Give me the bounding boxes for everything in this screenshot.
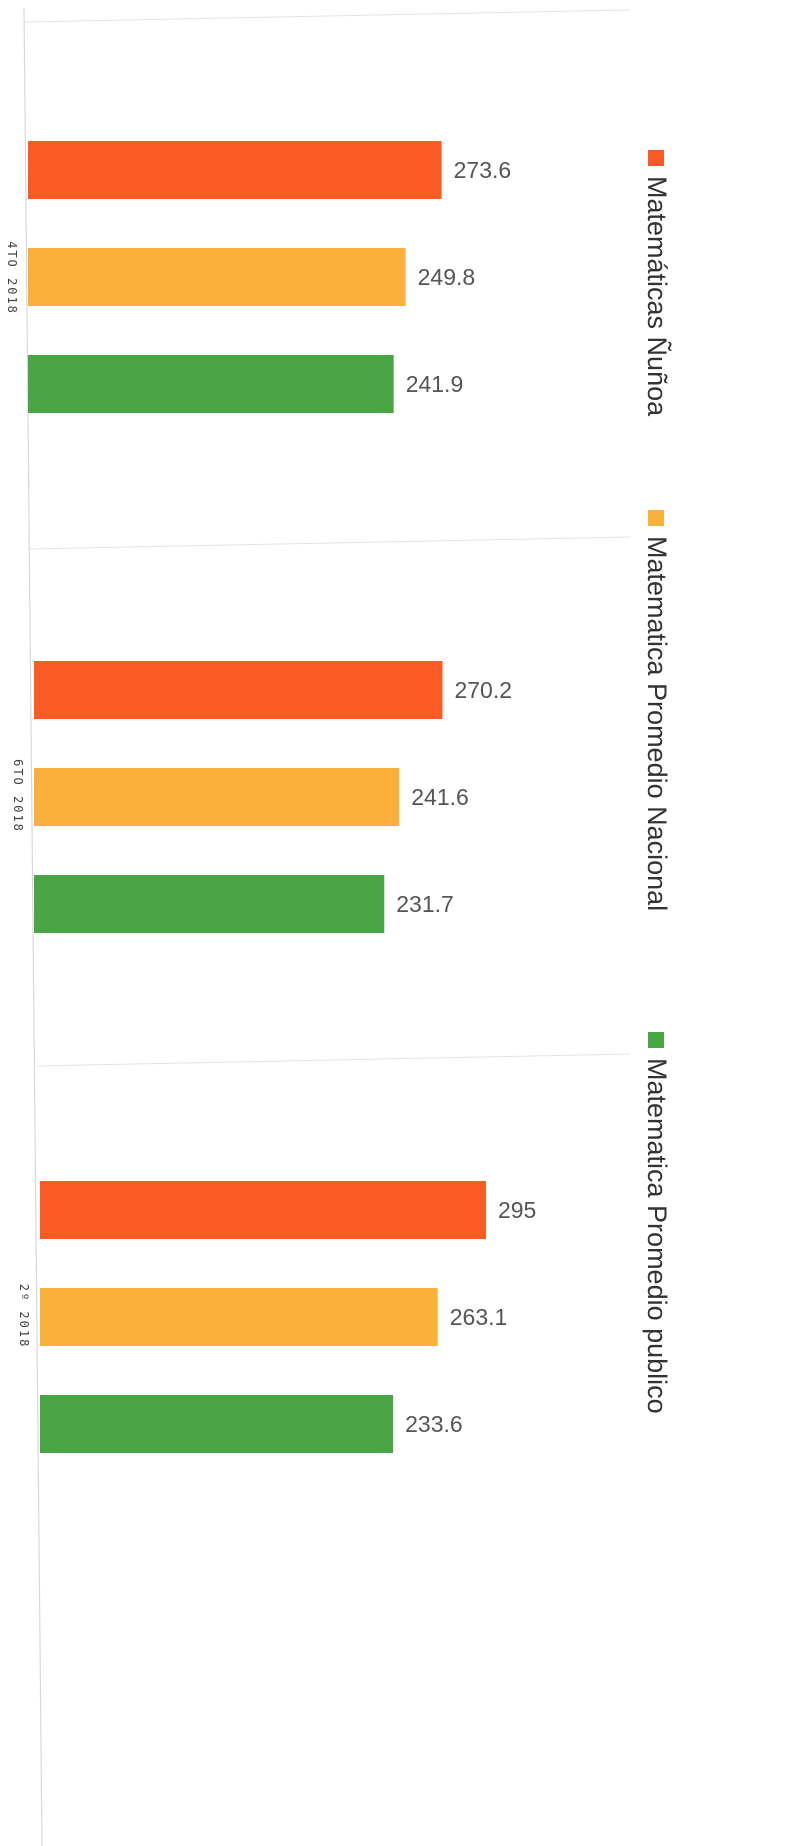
category-tick-label: 2º 2018: [17, 1284, 31, 1349]
legend-swatch: [648, 150, 664, 166]
legend-swatch: [648, 1032, 664, 1048]
category-labels: 4TO 2018 6TO 2018 2º 2018: [5, 241, 31, 1348]
category-tick-label: 6TO 2018: [11, 759, 25, 833]
value-labels: 273.6 249.8 241.9 270.2 241.6 231.7 295 263.1 23…: [396, 157, 536, 1437]
bar: [34, 875, 385, 933]
data-label: 270.2: [454, 677, 512, 703]
bar: [40, 1395, 394, 1453]
legend-swatch: [648, 510, 664, 526]
bar: [28, 248, 406, 306]
category-axis-line: [23, 7, 43, 1846]
data-label: 249.8: [418, 264, 476, 290]
axis-lines: [23, 7, 631, 1846]
bar: [28, 355, 394, 413]
legend-entry-label: Matemáticas Ñuñoa: [642, 176, 673, 417]
data-label: 295: [498, 1197, 536, 1223]
data-label: 263.1: [450, 1304, 508, 1330]
data-label: 273.6: [454, 157, 512, 183]
bar: [34, 768, 400, 826]
data-label: 233.6: [405, 1411, 463, 1437]
bar: [28, 141, 442, 199]
bar: [40, 1181, 486, 1239]
legend-entry-label: Matematica Promedio publico: [642, 1058, 672, 1414]
group-separator-line: [35, 1053, 631, 1067]
bar: [40, 1288, 438, 1346]
group-separator-line: [23, 9, 631, 23]
category-tick-label: 4TO 2018: [5, 241, 19, 315]
legend: Matemáticas Ñuñoa Matematica Promedio Nac…: [642, 150, 673, 1414]
legend-entry-label: Matematica Promedio Nacional: [642, 536, 672, 911]
bars: [28, 141, 486, 1453]
data-label: 241.6: [411, 784, 469, 810]
bar: [34, 661, 443, 719]
data-label: 231.7: [396, 891, 454, 917]
data-label: 241.9: [406, 371, 464, 397]
group-separator-line: [29, 536, 631, 550]
